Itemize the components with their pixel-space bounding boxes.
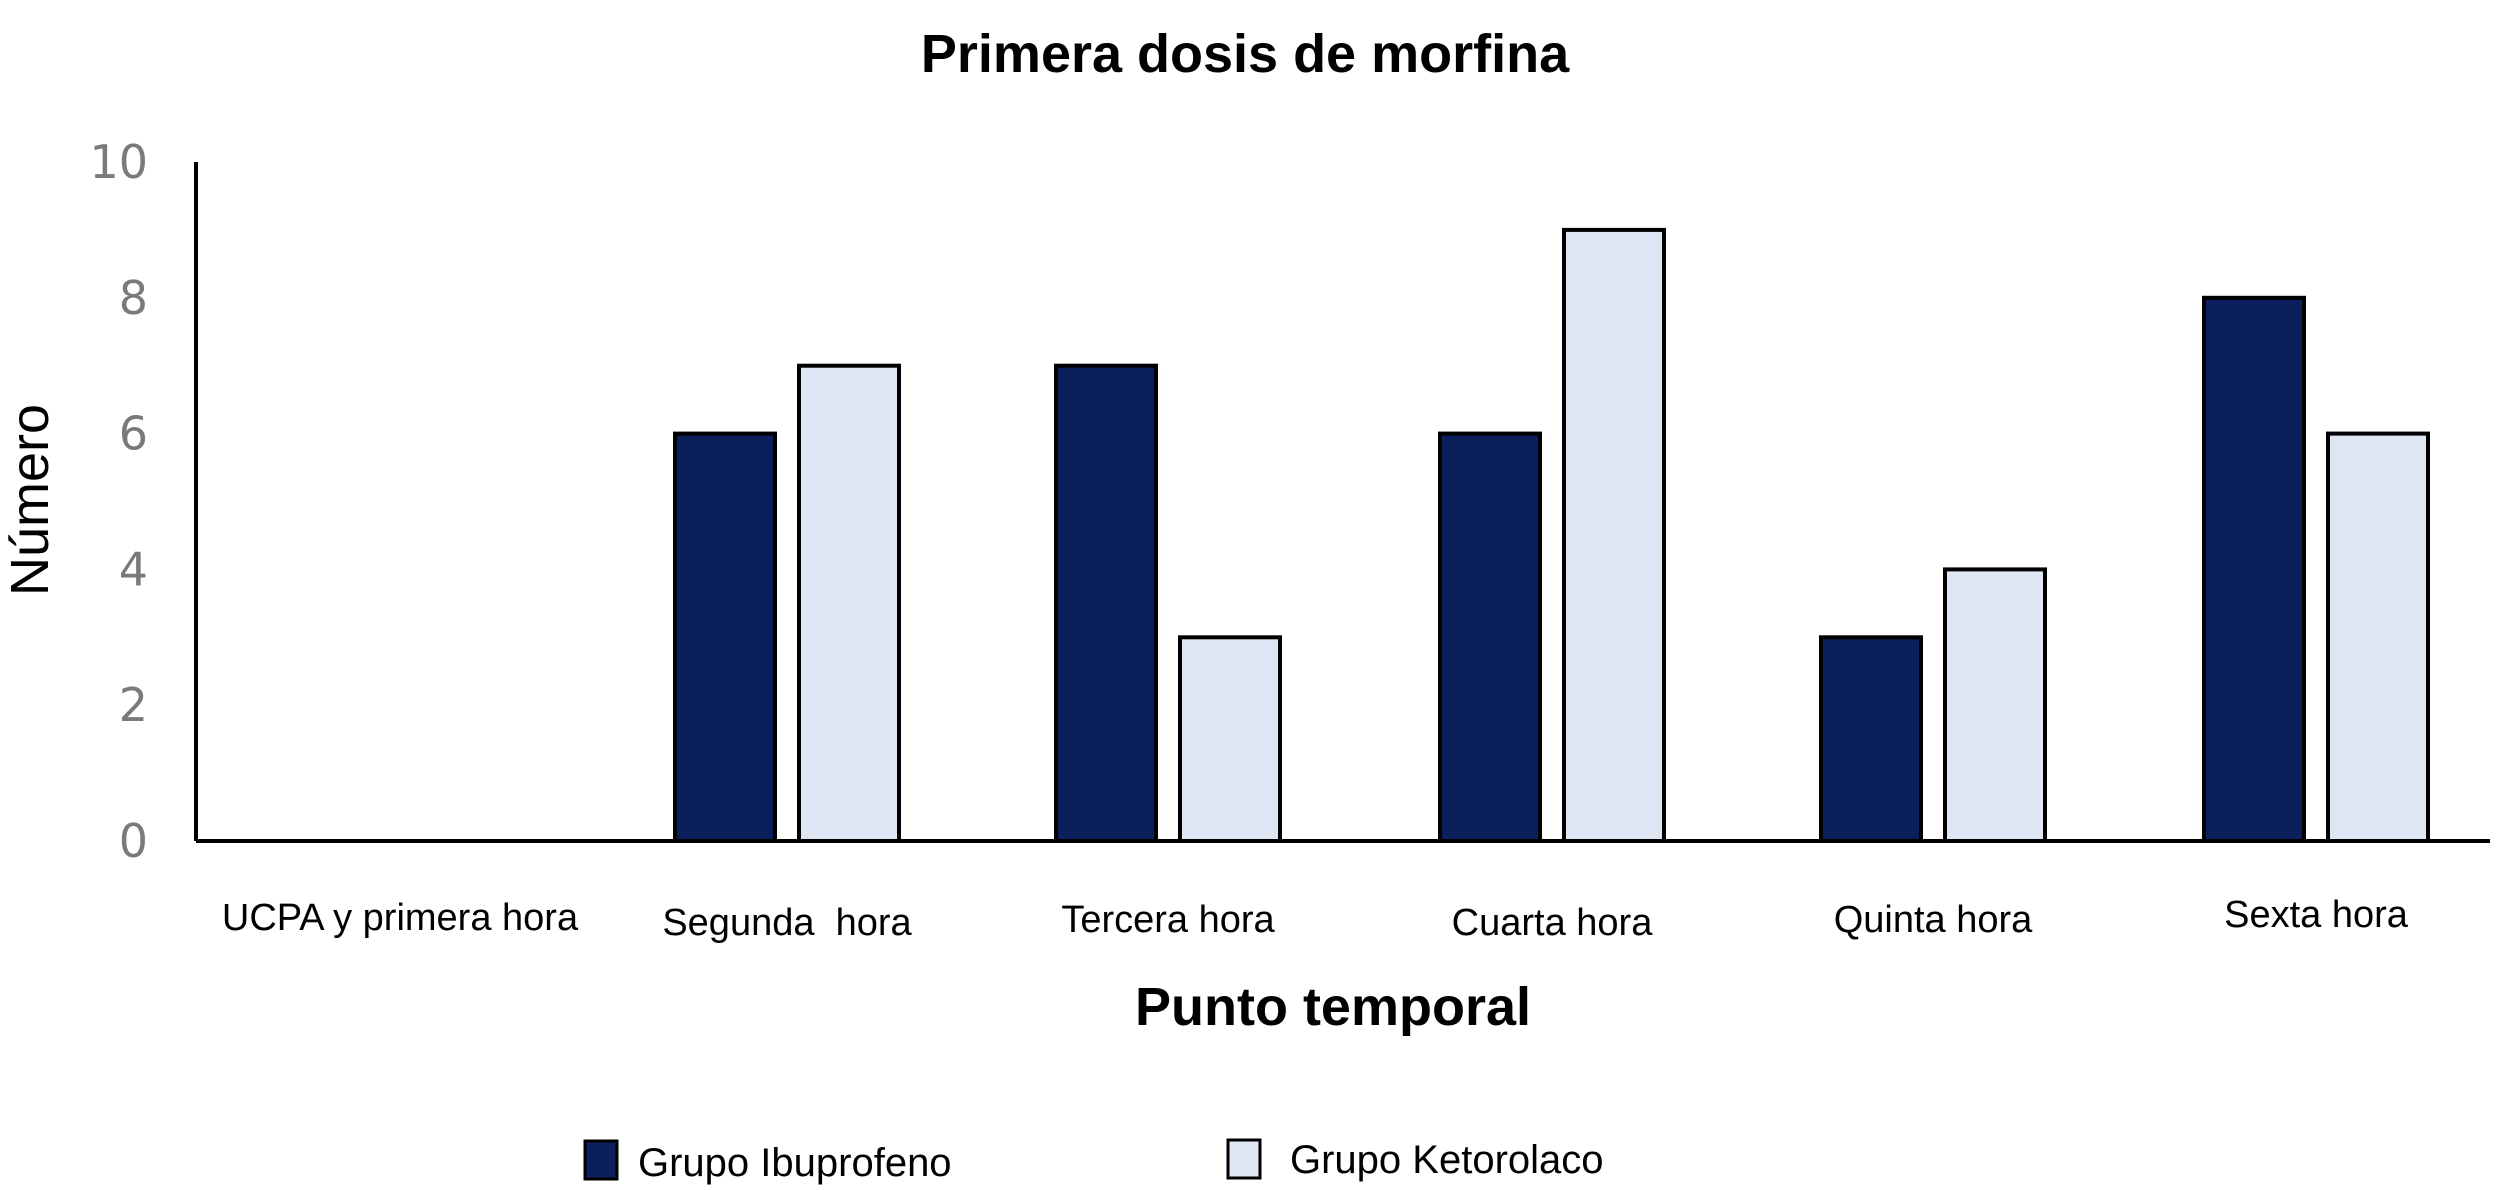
legend-swatch-ketorolaco	[1226, 1138, 1262, 1180]
legend: Grupo Ibuprofeno Grupo Ketorolaco	[583, 1138, 1604, 1185]
bar-ibuprofeno-2	[673, 431, 777, 843]
y-axis-ticks: 0 2 4 6 8 10	[89, 135, 148, 868]
legend-label-ibuprofeno: Grupo Ibuprofeno	[638, 1141, 952, 1185]
y-tick-label: 2	[119, 678, 148, 732]
x-axis-label: Punto temporal	[1135, 977, 1531, 1037]
bars-group	[673, 227, 2430, 844]
legend-swatch-ibuprofeno	[583, 1139, 619, 1181]
y-tick-label: 8	[119, 271, 148, 325]
y-axis-label: Número	[0, 404, 60, 596]
bar-ketorolaco-2	[797, 363, 901, 843]
y-tick-label: 0	[119, 814, 148, 868]
x-tick-label: Sexta hora	[2224, 894, 2409, 936]
x-tick-label: Quinta hora	[1834, 899, 2033, 941]
y-tick-label: 6	[119, 407, 148, 461]
bar-ketorolaco-3	[1178, 635, 1282, 843]
x-tick-label: Tercera hora	[1061, 899, 1275, 941]
bar-ketorolaco-6	[2326, 431, 2430, 843]
bar-ketorolaco-5	[1943, 567, 2047, 844]
x-tick-label: Cuarta hora	[1452, 902, 1654, 944]
bar-ibuprofeno-6	[2202, 295, 2306, 843]
bar-ibuprofeno-3	[1054, 363, 1158, 843]
x-tick-label: Segunda hora	[662, 902, 912, 944]
chart-title: Primera dosis de morfina	[921, 24, 1570, 84]
legend-label-ketorolaco: Grupo Ketorolaco	[1290, 1138, 1604, 1182]
x-tick-label: UCPA y primera hora	[222, 897, 579, 939]
y-tick-label: 4	[119, 542, 148, 596]
x-axis-ticks: UCPA y primera hora Segunda hora Tercera h…	[222, 894, 2409, 944]
bar-ibuprofeno-4	[1438, 431, 1542, 843]
y-tick-label: 10	[89, 135, 148, 189]
bar-ketorolaco-4	[1562, 227, 1666, 843]
bar-ibuprofeno-5	[1819, 635, 1923, 843]
